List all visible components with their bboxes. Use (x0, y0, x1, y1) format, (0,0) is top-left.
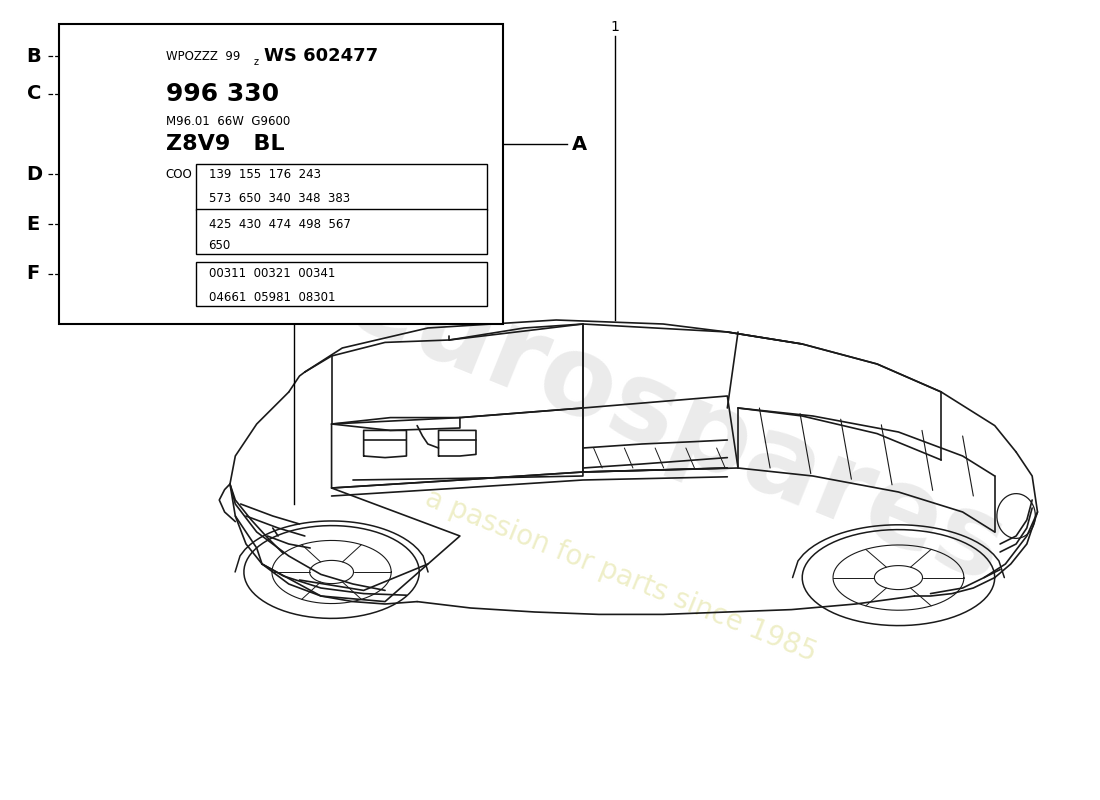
Text: 650: 650 (209, 239, 231, 252)
Text: COO: COO (166, 168, 192, 181)
Text: 04661  05981  08301: 04661 05981 08301 (209, 291, 336, 304)
Text: B: B (26, 46, 42, 66)
Text: F: F (26, 264, 40, 283)
Text: eurospares: eurospares (328, 242, 1020, 606)
Text: 139  155  176  243: 139 155 176 243 (209, 168, 320, 181)
Text: a passion for parts since 1985: a passion for parts since 1985 (420, 485, 821, 667)
Text: 425  430  474  498  567: 425 430 474 498 567 (209, 218, 351, 230)
Bar (58, 24, 503, 324)
Text: Z8V9   BL: Z8V9 BL (166, 134, 285, 154)
Text: A: A (572, 134, 587, 154)
Bar (196, 164, 486, 210)
Bar (196, 209, 486, 254)
Text: C: C (26, 84, 41, 103)
Text: 573  650  340  348  383: 573 650 340 348 383 (209, 192, 350, 205)
Text: M96.01  66W  G9600: M96.01 66W G9600 (166, 115, 290, 128)
Text: 996 330: 996 330 (166, 82, 279, 106)
Text: z: z (253, 58, 258, 67)
Bar (196, 262, 486, 306)
Text: E: E (26, 214, 40, 234)
Text: WPOZZZ  99: WPOZZZ 99 (166, 50, 240, 62)
Text: WS 602477: WS 602477 (264, 47, 378, 65)
Text: D: D (26, 165, 43, 184)
Text: 1: 1 (610, 20, 619, 34)
Text: 00311  00321  00341: 00311 00321 00341 (209, 267, 334, 280)
